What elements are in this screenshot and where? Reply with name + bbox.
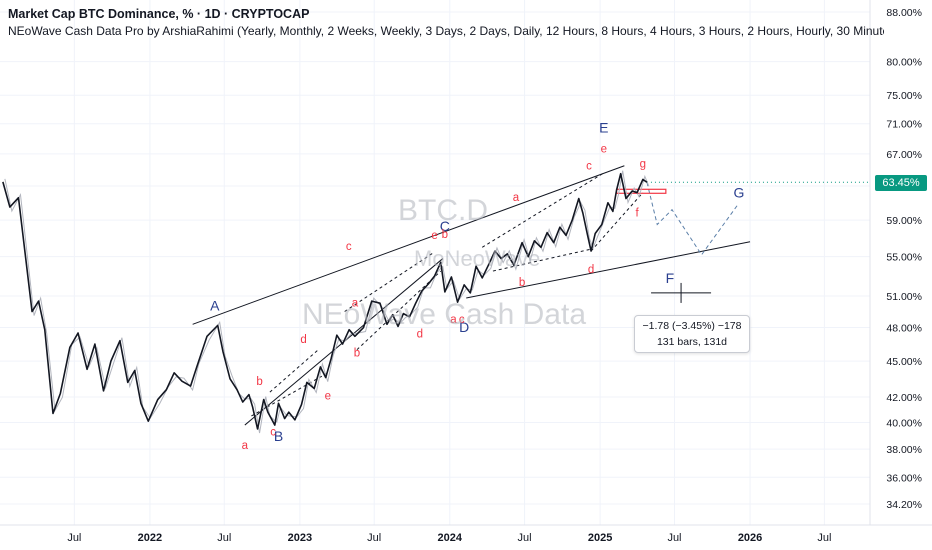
wave-label-B: B bbox=[274, 428, 283, 444]
y-tick-label: 88.00% bbox=[886, 7, 922, 19]
x-tick-label: 2025 bbox=[588, 532, 612, 544]
x-tick-label: 2024 bbox=[438, 532, 463, 544]
wave-label-e: e bbox=[601, 143, 607, 155]
sub-wave-line bbox=[590, 192, 644, 252]
last-price-tag: 63.45% bbox=[875, 175, 927, 191]
x-tick-label: Jul bbox=[667, 532, 681, 544]
sub-wave-line bbox=[481, 172, 605, 248]
wave-label-C: C bbox=[440, 218, 450, 234]
y-tick-label: 42.00% bbox=[886, 392, 922, 404]
upper-channel-line bbox=[192, 165, 625, 325]
chart-grid bbox=[0, 0, 932, 526]
x-tick-label: Jul bbox=[367, 532, 381, 544]
sub-wave-line bbox=[492, 248, 592, 272]
y-tick-label: 48.00% bbox=[886, 323, 922, 335]
wave-label-d: d bbox=[417, 328, 423, 340]
wave-label-d: d bbox=[300, 334, 306, 346]
y-tick-label: 38.00% bbox=[886, 444, 922, 456]
watermark-indicator: NEoWave Cash Data bbox=[302, 298, 587, 331]
indicator-legend[interactable]: NEoWave Cash Data Pro by ArshiaRahimi (Y… bbox=[8, 24, 884, 38]
x-tick-label: Jul bbox=[518, 532, 532, 544]
x-tick-label: 2022 bbox=[138, 532, 162, 544]
wave-label-D: D bbox=[459, 319, 469, 335]
chart-title: Market Cap BTC Dominance, % · 1D · CRYPT… bbox=[8, 7, 310, 21]
raw-price-line bbox=[4, 170, 650, 434]
x-axis: Jul 2022 Jul 2023 Jul 2024 Jul 2025 Jul 2026 Jul bbox=[67, 532, 831, 544]
wave-label-c: c bbox=[586, 161, 592, 173]
y-tick-label: 40.00% bbox=[886, 417, 922, 429]
wave-label-G: G bbox=[734, 185, 745, 201]
wave-label-c: c bbox=[346, 241, 352, 253]
y-axis: 88.00%80.00%75.00%71.00%67.00%63.00%59.0… bbox=[886, 7, 922, 511]
y-tick-label: 36.00% bbox=[886, 472, 922, 484]
y-tick-label: 59.00% bbox=[886, 215, 922, 227]
y-tick-label: 55.00% bbox=[886, 252, 922, 264]
measure-change: −1.78 (−3.45%) −178 bbox=[642, 320, 742, 332]
y-tick-label: 80.00% bbox=[886, 57, 922, 69]
wave-price-line bbox=[2, 172, 648, 430]
wave-label-F: F bbox=[666, 270, 675, 286]
y-tick-label: 51.00% bbox=[886, 291, 922, 303]
wave-label-a: a bbox=[242, 440, 249, 452]
y-tick-label: 71.00% bbox=[886, 119, 922, 131]
wave-label-b: b bbox=[442, 229, 448, 241]
x-tick-label: Jul bbox=[67, 532, 81, 544]
sub-wave-line bbox=[356, 270, 442, 351]
projection-path bbox=[646, 182, 738, 256]
watermark-author: MoNeoWave bbox=[414, 246, 541, 271]
wave-label-a: a bbox=[352, 297, 359, 309]
x-tick-label: Jul bbox=[817, 532, 831, 544]
wave-label-c: c bbox=[459, 314, 465, 326]
wave-trendlines bbox=[192, 165, 870, 426]
wave-label-e: e bbox=[431, 230, 437, 242]
wave-label-E: E bbox=[599, 120, 608, 136]
measure-duration: 131 bars, 131d bbox=[656, 336, 728, 348]
wave-label-g: g bbox=[640, 158, 646, 170]
wave-label-e: e bbox=[325, 391, 331, 403]
x-tick-label: 2023 bbox=[288, 532, 312, 544]
base-trend-line bbox=[466, 241, 751, 299]
price-series bbox=[2, 170, 650, 434]
x-tick-label: 2026 bbox=[738, 532, 762, 544]
wave-label-b: b bbox=[256, 376, 262, 388]
wave-label-b: b bbox=[354, 348, 360, 360]
wave-label-c: c bbox=[270, 427, 276, 439]
wave-label-f: f bbox=[635, 208, 639, 220]
y-tick-label: 45.00% bbox=[886, 356, 922, 368]
wave-label-a: a bbox=[513, 192, 520, 204]
x-tick-label: Jul bbox=[217, 532, 231, 544]
wave-label-d: d bbox=[588, 264, 594, 276]
wave-label-A: A bbox=[210, 297, 220, 313]
y-tick-label: 67.00% bbox=[886, 149, 922, 161]
measure-tooltip: −1.78 (−3.45%) −178 131 bars, 131d bbox=[634, 315, 750, 353]
wave-label-a: a bbox=[450, 314, 457, 326]
wave-label-b: b bbox=[519, 277, 525, 289]
y-tick-label: 34.20% bbox=[886, 499, 922, 511]
y-tick-label: 75.00% bbox=[886, 90, 922, 102]
watermark-symbol: BTC.D bbox=[398, 194, 488, 227]
sub-wave-line bbox=[269, 349, 319, 393]
